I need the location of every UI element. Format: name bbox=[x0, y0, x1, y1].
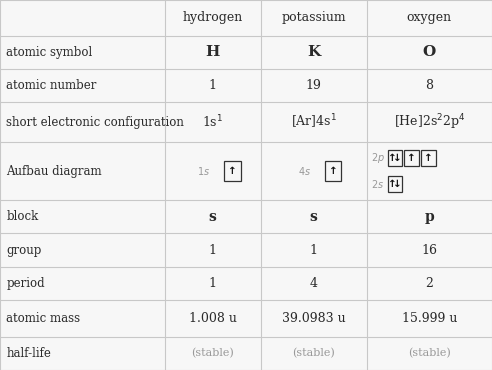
Text: 1: 1 bbox=[209, 277, 217, 290]
Text: s: s bbox=[209, 210, 217, 224]
Text: ↑: ↑ bbox=[407, 153, 416, 163]
Text: 16: 16 bbox=[421, 243, 437, 256]
Text: block: block bbox=[6, 211, 39, 223]
Text: short electronic configuration: short electronic configuration bbox=[6, 115, 184, 128]
Text: ↑: ↑ bbox=[424, 153, 433, 163]
Text: 8: 8 bbox=[425, 79, 433, 92]
Text: oxygen: oxygen bbox=[407, 11, 452, 24]
Text: half-life: half-life bbox=[6, 347, 51, 360]
Text: (stable): (stable) bbox=[191, 348, 234, 359]
Text: Aufbau diagram: Aufbau diagram bbox=[6, 165, 102, 178]
Text: 1.008 u: 1.008 u bbox=[189, 312, 237, 325]
Text: O: O bbox=[423, 46, 436, 60]
Text: 19: 19 bbox=[306, 79, 322, 92]
Text: group: group bbox=[6, 243, 42, 256]
Text: $1s$: $1s$ bbox=[197, 165, 211, 177]
Text: ↑: ↑ bbox=[388, 179, 397, 189]
Bar bbox=[224, 161, 241, 181]
Text: ↓: ↓ bbox=[394, 153, 402, 163]
Bar bbox=[388, 151, 402, 166]
Text: ↑: ↑ bbox=[388, 153, 397, 163]
Text: 1s$^1$: 1s$^1$ bbox=[202, 114, 223, 130]
Text: $4s$: $4s$ bbox=[298, 165, 311, 177]
Bar bbox=[388, 176, 402, 192]
Text: 15.999 u: 15.999 u bbox=[401, 312, 457, 325]
Bar bbox=[421, 151, 436, 166]
Text: period: period bbox=[6, 277, 45, 290]
Text: potassium: potassium bbox=[281, 11, 346, 24]
Text: ↑: ↑ bbox=[228, 166, 237, 176]
Text: s: s bbox=[309, 210, 318, 224]
Bar bbox=[325, 161, 341, 181]
Text: atomic symbol: atomic symbol bbox=[6, 46, 92, 59]
Text: hydrogen: hydrogen bbox=[183, 11, 243, 24]
Bar bbox=[404, 151, 419, 166]
Text: p: p bbox=[425, 210, 434, 224]
Text: 1: 1 bbox=[209, 243, 217, 256]
Text: ↑: ↑ bbox=[329, 166, 338, 176]
Text: 39.0983 u: 39.0983 u bbox=[282, 312, 345, 325]
Text: (stable): (stable) bbox=[292, 348, 335, 359]
Text: atomic number: atomic number bbox=[6, 79, 97, 92]
Text: $2p$: $2p$ bbox=[371, 151, 385, 165]
Text: [He]2s$^2$2p$^4$: [He]2s$^2$2p$^4$ bbox=[394, 112, 465, 132]
Text: K: K bbox=[307, 46, 320, 60]
Text: 4: 4 bbox=[309, 277, 318, 290]
Text: [Ar]4s$^1$: [Ar]4s$^1$ bbox=[291, 113, 337, 131]
Text: atomic mass: atomic mass bbox=[6, 312, 81, 325]
Text: $2s$: $2s$ bbox=[371, 178, 385, 190]
Text: 1: 1 bbox=[309, 243, 318, 256]
Text: 2: 2 bbox=[425, 277, 433, 290]
Text: 1: 1 bbox=[209, 79, 217, 92]
Text: ↓: ↓ bbox=[394, 179, 402, 189]
Text: H: H bbox=[206, 46, 220, 60]
Text: (stable): (stable) bbox=[408, 348, 451, 359]
